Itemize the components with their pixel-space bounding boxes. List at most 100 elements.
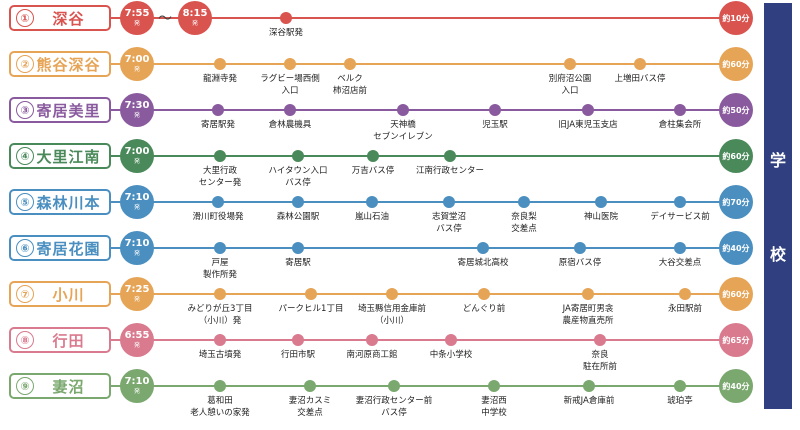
stop-marker xyxy=(574,242,586,254)
departure-time-circle-2: 8:15 発 xyxy=(178,1,212,35)
stop-marker xyxy=(366,334,378,346)
stop-label: 万吉バス停 xyxy=(351,166,395,176)
route-label[interactable]: ⑧ 行田 xyxy=(9,327,111,353)
stop-label: 大谷交差点 xyxy=(658,258,702,268)
route-label[interactable]: ⑨ 妻沼 xyxy=(9,373,111,399)
duration-circle: 約60分 xyxy=(719,139,753,173)
stop-label: 志賀堂沼 バス停 xyxy=(431,212,466,234)
route-line xyxy=(111,201,736,203)
stop-label: 妻沼西 中学校 xyxy=(481,396,507,418)
departure-time: 7:25 xyxy=(124,284,150,295)
route-label[interactable]: ⑥ 寄居花園 xyxy=(9,235,111,261)
stop-label: ラグビー場西側 入口 xyxy=(260,74,320,96)
route-number: ⑦ xyxy=(16,285,34,303)
route-line xyxy=(111,247,736,249)
stop-marker xyxy=(366,196,378,208)
route-row: ① 深谷 7:55 発〜 8:15 発深谷駅発 約10分 xyxy=(0,1,800,51)
route-name: 熊谷深谷 xyxy=(36,55,101,74)
stop-label: 龍淵寺発 xyxy=(202,74,237,84)
stop-label: 深谷駅発 xyxy=(268,28,303,38)
duration-circle: 約60分 xyxy=(719,277,753,311)
departure-time: 7:10 xyxy=(124,238,150,249)
departure-time-circle: 7:55 発 xyxy=(120,1,154,35)
stop-marker xyxy=(386,288,398,300)
route-number: ⑥ xyxy=(16,239,34,257)
route-label[interactable]: ① 深谷 xyxy=(9,5,111,31)
stop-label: 永田駅前 xyxy=(667,304,702,314)
stop-marker xyxy=(388,380,400,392)
stop-label: 滑川町役場発 xyxy=(192,212,244,222)
stop-marker xyxy=(489,104,501,116)
departure-time-circle: 6:55 発 xyxy=(120,323,154,357)
stop-label: 原宿バス停 xyxy=(558,258,602,268)
route-row: ⑦ 小川 7:25 発みどりが丘3丁目 （小川）発 パークヒル1丁目 埼玉縣信用金庫前 （… xyxy=(0,277,800,327)
departure-time: 7:00 xyxy=(124,54,150,65)
stop-marker xyxy=(367,150,379,162)
stop-marker xyxy=(674,104,686,116)
departure-time: 7:10 xyxy=(124,192,150,203)
stop-marker xyxy=(518,196,530,208)
stop-marker xyxy=(292,242,304,254)
route-number: ⑧ xyxy=(16,331,34,349)
departure-suffix: 発 xyxy=(133,20,140,27)
route-line xyxy=(111,63,736,65)
school-char-2: 校 xyxy=(769,245,786,264)
departure-time: 7:00 xyxy=(124,146,150,157)
stop-label: 上増田バス停 xyxy=(614,74,666,84)
stop-marker xyxy=(582,288,594,300)
route-label[interactable]: ⑦ 小川 xyxy=(9,281,111,307)
route-row: ③ 寄居美里 7:30 発寄居駅発 倉林農機具 天神橋 セブンイレブン 児玉駅 旧JA東児玉支… xyxy=(0,93,800,143)
route-number: ⑤ xyxy=(16,193,34,211)
stop-marker xyxy=(595,196,607,208)
stop-label: 戸屋 製作所発 xyxy=(202,258,237,280)
stop-label: みどりが丘3丁目 （小川）発 xyxy=(187,304,253,326)
departure-time-circle: 7:30 発 xyxy=(120,93,154,127)
stop-marker xyxy=(214,242,226,254)
departure-suffix: 発 xyxy=(133,158,140,165)
stop-label: JA寄居町男衾 農産物直売所 xyxy=(562,304,614,326)
duration-circle: 約65分 xyxy=(719,323,753,357)
route-label[interactable]: ③ 寄居美里 xyxy=(9,97,111,123)
departure-suffix-2: 発 xyxy=(191,20,198,27)
route-number: ③ xyxy=(16,101,34,119)
duration-circle: 約50分 xyxy=(719,93,753,127)
stop-label: 倉林農機具 xyxy=(268,120,312,130)
stop-marker xyxy=(583,380,595,392)
stop-label: デイサービス前 xyxy=(650,212,710,222)
departure-time-circle: 7:10 発 xyxy=(120,231,154,265)
school-char-1: 学 xyxy=(769,151,786,170)
stop-marker xyxy=(284,104,296,116)
stop-label: 森林公園駅 xyxy=(276,212,320,222)
route-label[interactable]: ④ 大里江南 xyxy=(9,143,111,169)
departure-time-circle: 7:00 発 xyxy=(120,47,154,81)
route-line xyxy=(111,385,736,387)
duration-circle: 約70分 xyxy=(719,185,753,219)
stop-marker xyxy=(214,58,226,70)
departure-time-circle: 7:00 発 xyxy=(120,139,154,173)
stop-marker xyxy=(397,104,409,116)
stop-label: 嵐山石油 xyxy=(354,212,389,222)
route-row: ⑧ 行田 6:55 発埼玉古墳発 行田市駅 南河原商工館 中条小学校 奈良 駐在所前 約65分 xyxy=(0,323,800,373)
stop-marker xyxy=(674,242,686,254)
stop-marker xyxy=(284,58,296,70)
stop-label: 大里行政 センター発 xyxy=(198,166,242,188)
school-destination-bar: 学 校 xyxy=(764,3,792,409)
departure-time: 7:30 xyxy=(124,100,150,111)
stop-marker xyxy=(582,104,594,116)
route-label[interactable]: ② 熊谷深谷 xyxy=(9,51,111,77)
stop-label: 児玉駅 xyxy=(482,120,508,130)
route-row: ⑤ 森林川本 7:10 発滑川町役場発 森林公園駅 嵐山石油 志賀堂沼 バス停 奈良梨 交差点… xyxy=(0,185,800,235)
stop-label: 寄居駅発 xyxy=(200,120,235,130)
stop-label: 妻沼行政センター前 バス停 xyxy=(355,396,433,418)
stop-label: 南河原商工館 xyxy=(346,350,398,360)
route-line xyxy=(111,17,736,19)
route-number: ④ xyxy=(16,147,34,165)
departure-time-circle: 7:10 発 xyxy=(120,185,154,219)
stop-label: 天神橋 セブンイレブン xyxy=(373,120,433,142)
route-name: 深谷 xyxy=(52,9,85,28)
stop-label: 江南行政センター xyxy=(415,166,484,176)
route-label[interactable]: ⑤ 森林川本 xyxy=(9,189,111,215)
stop-marker xyxy=(214,380,226,392)
stop-marker xyxy=(634,58,646,70)
